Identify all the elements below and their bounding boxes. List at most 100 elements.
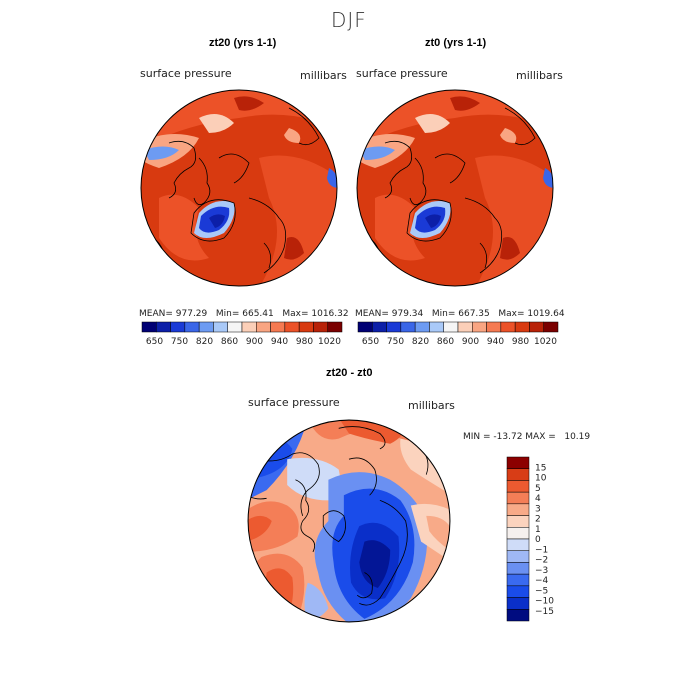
- colorbar-tick-label: 980: [296, 337, 313, 347]
- mean-label: MEAN=: [355, 309, 389, 319]
- colorbar-swatch: [141, 321, 157, 333]
- polar-map-zt20: [140, 89, 338, 287]
- colorbar-swatch: [429, 321, 444, 333]
- colorbar-swatch: [357, 321, 373, 333]
- colorbar-swatch: [457, 321, 473, 333]
- colorbar-zt20: 650 750 820 860 900 940 980 1020: [141, 321, 343, 347]
- colorbar-swatch: [443, 321, 459, 333]
- colorbar-tick-label: 900: [246, 337, 263, 347]
- min-value: 667.35: [458, 309, 490, 319]
- colorbar-tick-label: 4: [535, 494, 541, 504]
- mean-label: MEAN=: [139, 309, 173, 319]
- colorbar-tick-label: 1: [535, 525, 541, 535]
- max-label: Max=: [282, 309, 309, 319]
- colorbar-swatch: [270, 321, 286, 333]
- colorbar-tick-label: 980: [512, 337, 529, 347]
- colorbar-tick-label: −15: [535, 607, 554, 617]
- colorbar-tick-label: 750: [171, 337, 188, 347]
- colorbar-tick-label: 820: [412, 337, 429, 347]
- max-value: 1016.32: [311, 309, 349, 319]
- mean-value: 979.34: [391, 309, 424, 319]
- min-label: Min=: [431, 309, 456, 319]
- colorbar-swatch: [506, 562, 530, 575]
- colorbar-swatch: [506, 456, 530, 469]
- colorbar-swatch: [372, 321, 387, 333]
- polar-map-zt0: [356, 89, 554, 287]
- colorbar-tick-label: −4: [535, 576, 549, 586]
- colorbar-swatch: [198, 321, 214, 333]
- colorbar-tick-label: 650: [362, 337, 379, 347]
- colorbar-tick-label: 15: [535, 463, 546, 473]
- colorbar-tick-label: −3: [535, 566, 548, 576]
- colorbar-swatch: [500, 321, 516, 333]
- colorbar-swatch: [156, 321, 171, 333]
- panel-title-diff: zt20 - zt0: [326, 367, 373, 379]
- colorbar-tick-label: −5: [535, 586, 548, 596]
- colorbar-tick-label: −1: [535, 545, 548, 555]
- polar-map-diff: [247, 419, 451, 623]
- colorbar-swatch: [506, 527, 530, 540]
- colorbar-swatch: [506, 515, 530, 528]
- variable-label-zt0: surface pressure: [356, 67, 448, 80]
- min-value: 665.41: [242, 309, 274, 319]
- colorbar-swatch: [327, 321, 343, 333]
- colorbar-tick-label: 900: [462, 337, 479, 347]
- mean-value: 977.29: [175, 309, 208, 319]
- max-value: 1019.64: [527, 309, 565, 319]
- colorbar-tick-label: 750: [387, 337, 404, 347]
- colorbar-tick-label: 5: [535, 484, 541, 494]
- colorbar-swatch: [256, 321, 271, 333]
- colorbar-tick-label: 1020: [534, 337, 557, 347]
- colorbar-swatch: [472, 321, 487, 333]
- colorbar-tick-label: 940: [271, 337, 288, 347]
- variable-label-diff: surface pressure: [248, 396, 340, 409]
- colorbar-tick-label: −10: [535, 597, 554, 607]
- stats-zt0: MEAN= 979.34 Min= 667.35 Max= 1019.64: [355, 309, 565, 319]
- colorbar-swatch: [414, 321, 430, 333]
- stats-zt20: MEAN= 977.29 Min= 665.41 Max= 1016.32: [139, 309, 349, 319]
- colorbar-swatch: [400, 321, 416, 333]
- colorbar-tick-label: 2: [535, 515, 541, 525]
- colorbar-zt0: 650 750 820 860 900 940 980 1020: [357, 321, 559, 347]
- units-label-zt0: millibars: [516, 69, 563, 82]
- colorbar-swatch: [486, 321, 502, 333]
- colorbar-tick-label: 860: [437, 337, 454, 347]
- colorbar-swatch: [241, 321, 257, 333]
- panel-title-zt0: zt0 (yrs 1-1): [425, 37, 487, 49]
- colorbar-swatch: [506, 585, 530, 598]
- variable-label-zt20: surface pressure: [140, 67, 232, 80]
- colorbar-swatch: [506, 480, 530, 493]
- colorbar-swatch: [506, 597, 530, 610]
- colorbar-swatch: [514, 321, 530, 333]
- colorbar-swatch: [227, 321, 243, 333]
- colorbar-tick-label: 860: [221, 337, 238, 347]
- colorbar-swatch: [213, 321, 228, 333]
- colorbar-swatch: [506, 491, 530, 505]
- season-title: DJF: [331, 8, 367, 32]
- colorbar-swatch: [506, 538, 530, 551]
- max-label: Max=: [498, 309, 525, 319]
- units-label-zt20: millibars: [300, 69, 347, 82]
- colorbar-tick-label: 1020: [318, 337, 341, 347]
- colorbar-tick-label: 10: [535, 474, 547, 484]
- colorbar-swatch: [543, 321, 559, 333]
- colorbar-swatch: [506, 468, 530, 481]
- colorbar-swatch: [529, 321, 544, 333]
- panel-title-zt20: zt20 (yrs 1-1): [209, 37, 277, 49]
- colorbar-swatch: [284, 321, 300, 333]
- colorbar-swatch: [506, 503, 530, 516]
- colorbar-tick-label: 650: [146, 337, 163, 347]
- colorbar-swatch: [506, 609, 530, 622]
- colorbar-swatch: [506, 550, 530, 563]
- colorbar-tick-label: 940: [487, 337, 504, 347]
- colorbar-tick-label: 0: [535, 535, 541, 545]
- colorbar-tick-label: 820: [196, 337, 213, 347]
- colorbar-swatch: [386, 321, 402, 333]
- diff-stats: MIN = -13.72 MAX = 10.19: [463, 432, 591, 442]
- colorbar-swatch: [170, 321, 186, 333]
- units-label-diff: millibars: [408, 399, 455, 412]
- colorbar-swatch: [313, 321, 328, 333]
- colorbar-swatch: [506, 573, 530, 587]
- colorbar-tick-label: −2: [535, 556, 548, 566]
